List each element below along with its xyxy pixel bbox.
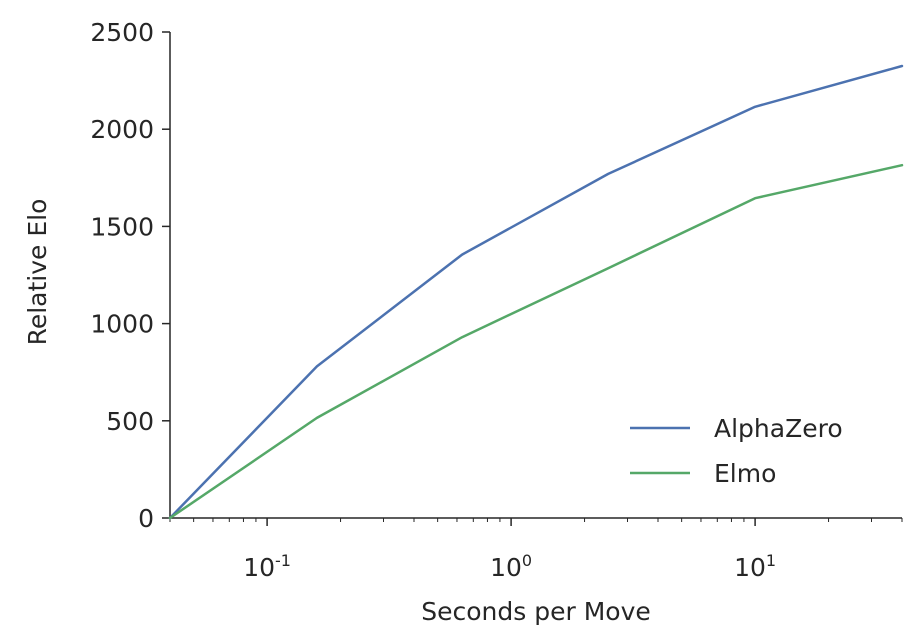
y-tick-label: 1000 (90, 310, 154, 339)
y-tick-label: 500 (106, 407, 154, 436)
y-tick-label: 2500 (90, 18, 154, 47)
y-axis-title: Relative Elo (23, 199, 52, 346)
y-ticks: 0 500 1000 1500 2000 2500 (90, 18, 170, 533)
y-tick-label: 0 (138, 504, 154, 533)
legend-label: AlphaZero (714, 414, 843, 443)
x-tick-label: 10-1 (243, 551, 291, 582)
x-ticks: 10-1 100 101 (169, 518, 903, 582)
x-tick-label: 100 (490, 551, 532, 582)
legend: AlphaZero Elmo (630, 414, 843, 488)
axes (169, 32, 902, 519)
y-tick-label: 2000 (90, 115, 154, 144)
x-tick-label: 101 (734, 551, 776, 582)
series-lines (168, 64, 904, 520)
x-axis-title: Seconds per Move (421, 597, 651, 626)
y-tick-label: 1500 (90, 212, 154, 241)
legend-label: Elmo (714, 459, 776, 488)
series-line-alphazero (168, 64, 904, 520)
series-line-elmo (168, 163, 904, 520)
